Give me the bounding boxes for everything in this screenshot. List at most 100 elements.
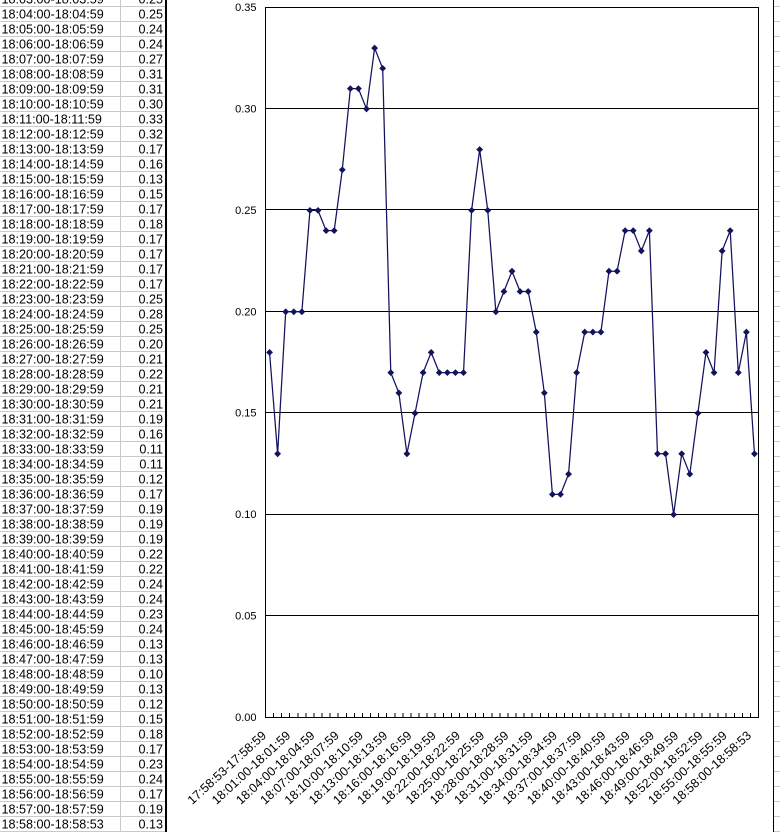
svg-text:18:57:00-18:57:59: 18:57:00-18:57:59 (2, 803, 104, 817)
svg-text:0.18: 0.18 (138, 728, 163, 742)
svg-text:0.20: 0.20 (138, 338, 163, 352)
svg-text:18:56:00-18:56:59: 18:56:00-18:56:59 (2, 788, 104, 802)
svg-text:18:37:00-18:37:59: 18:37:00-18:37:59 (2, 503, 104, 517)
svg-text:18:50:00-18:50:59: 18:50:00-18:50:59 (2, 698, 104, 712)
svg-text:18:19:00-18:19:59: 18:19:00-18:19:59 (2, 233, 104, 247)
svg-text:18:17:00-18:17:59: 18:17:00-18:17:59 (2, 203, 104, 217)
svg-text:18:26:00-18:26:59: 18:26:00-18:26:59 (2, 338, 104, 352)
svg-text:18:06:00-18:06:59: 18:06:00-18:06:59 (2, 38, 104, 52)
svg-text:0.21: 0.21 (138, 383, 163, 397)
svg-text:18:41:00-18:41:59: 18:41:00-18:41:59 (2, 563, 104, 577)
svg-text:18:51:00-18:51:59: 18:51:00-18:51:59 (2, 713, 104, 727)
svg-text:18:43:00-18:43:59: 18:43:00-18:43:59 (2, 593, 104, 607)
svg-text:0.30: 0.30 (138, 98, 163, 112)
svg-text:0.19: 0.19 (138, 518, 163, 532)
svg-text:0.13: 0.13 (138, 173, 163, 187)
svg-text:18:14:00-18:14:59: 18:14:00-18:14:59 (2, 158, 104, 172)
svg-text:0.25: 0.25 (138, 293, 163, 307)
svg-text:18:52:00-18:52:59: 18:52:00-18:52:59 (2, 728, 104, 742)
svg-text:18:18:00-18:18:59: 18:18:00-18:18:59 (2, 218, 104, 232)
svg-text:0.17: 0.17 (138, 263, 163, 277)
svg-text:0.17: 0.17 (138, 488, 163, 502)
svg-text:18:03:00-18:03:59: 18:03:00-18:03:59 (2, 0, 104, 7)
svg-text:18:25:00-18:25:59: 18:25:00-18:25:59 (2, 323, 104, 337)
svg-text:18:16:00-18:16:59: 18:16:00-18:16:59 (2, 188, 104, 202)
svg-text:18:09:00-18:09:59: 18:09:00-18:09:59 (2, 83, 104, 97)
svg-text:18:58:00-18:58:53: 18:58:00-18:58:53 (2, 818, 104, 832)
svg-text:0.00: 0.00 (235, 712, 256, 724)
svg-text:0.19: 0.19 (138, 503, 163, 517)
svg-text:18:15:00-18:15:59: 18:15:00-18:15:59 (2, 173, 104, 187)
svg-text:0.33: 0.33 (138, 113, 163, 127)
svg-text:0.19: 0.19 (138, 533, 163, 547)
svg-text:18:33:00-18:33:59: 18:33:00-18:33:59 (2, 443, 104, 457)
svg-text:0.25: 0.25 (138, 323, 163, 337)
svg-text:18:30:00-18:30:59: 18:30:00-18:30:59 (2, 398, 104, 412)
svg-text:0.17: 0.17 (138, 143, 163, 157)
svg-text:0.24: 0.24 (138, 38, 163, 52)
svg-text:18:54:00-18:54:59: 18:54:00-18:54:59 (2, 758, 104, 772)
svg-text:18:22:00-18:22:59: 18:22:00-18:22:59 (2, 278, 104, 292)
svg-text:18:34:00-18:34:59: 18:34:00-18:34:59 (2, 458, 104, 472)
svg-text:18:27:00-18:27:59: 18:27:00-18:27:59 (2, 353, 104, 367)
svg-text:0.16: 0.16 (138, 158, 163, 172)
svg-text:18:46:00-18:46:59: 18:46:00-18:46:59 (2, 638, 104, 652)
svg-text:0.13: 0.13 (138, 638, 163, 652)
svg-text:18:48:00-18:48:59: 18:48:00-18:48:59 (2, 668, 104, 682)
svg-text:18:42:00-18:42:59: 18:42:00-18:42:59 (2, 578, 104, 592)
svg-text:18:36:00-18:36:59: 18:36:00-18:36:59 (2, 488, 104, 502)
svg-text:0.31: 0.31 (138, 83, 163, 97)
svg-text:18:11:00-18:11:59: 18:11:00-18:11:59 (2, 113, 102, 127)
svg-text:0.30: 0.30 (235, 103, 256, 115)
svg-text:18:28:00-18:28:59: 18:28:00-18:28:59 (2, 368, 104, 382)
svg-text:0.12: 0.12 (138, 473, 163, 487)
svg-text:0.17: 0.17 (138, 203, 163, 217)
svg-text:0.24: 0.24 (138, 578, 163, 592)
svg-text:0.27: 0.27 (138, 53, 163, 67)
svg-text:0.23: 0.23 (138, 758, 163, 772)
svg-text:18:29:00-18:29:59: 18:29:00-18:29:59 (2, 383, 104, 397)
svg-text:18:31:00-18:31:59: 18:31:00-18:31:59 (2, 413, 104, 427)
svg-text:0.25: 0.25 (138, 0, 163, 7)
svg-text:18:53:00-18:53:59: 18:53:00-18:53:59 (2, 743, 104, 757)
svg-text:18:55:00-18:55:59: 18:55:00-18:55:59 (2, 773, 104, 787)
svg-text:18:40:00-18:40:59: 18:40:00-18:40:59 (2, 548, 104, 562)
svg-text:18:38:00-18:38:59: 18:38:00-18:38:59 (2, 518, 104, 532)
svg-text:0.17: 0.17 (138, 233, 163, 247)
svg-text:0.24: 0.24 (138, 623, 163, 637)
svg-text:0.35: 0.35 (235, 2, 256, 14)
svg-text:0.13: 0.13 (138, 818, 163, 832)
svg-text:0.15: 0.15 (235, 408, 256, 420)
svg-text:0.15: 0.15 (138, 713, 163, 727)
svg-text:0.13: 0.13 (138, 653, 163, 667)
svg-text:0.24: 0.24 (138, 593, 163, 607)
svg-text:0.17: 0.17 (138, 743, 163, 757)
svg-text:0.18: 0.18 (138, 218, 163, 232)
svg-text:18:07:00-18:07:59: 18:07:00-18:07:59 (2, 53, 104, 67)
svg-text:18:23:00-18:23:59: 18:23:00-18:23:59 (2, 293, 104, 307)
svg-text:18:10:00-18:10:59: 18:10:00-18:10:59 (2, 98, 104, 112)
svg-text:18:44:00-18:44:59: 18:44:00-18:44:59 (2, 608, 104, 622)
svg-text:0.10: 0.10 (235, 509, 256, 521)
svg-text:18:08:00-18:08:59: 18:08:00-18:08:59 (2, 68, 104, 82)
svg-text:0.22: 0.22 (138, 548, 163, 562)
svg-text:18:12:00-18:12:59: 18:12:00-18:12:59 (2, 128, 104, 142)
svg-text:18:05:00-18:05:59: 18:05:00-18:05:59 (2, 23, 104, 37)
svg-text:0.11: 0.11 (139, 458, 163, 472)
svg-text:0.05: 0.05 (235, 611, 256, 623)
svg-text:0.31: 0.31 (138, 68, 163, 82)
svg-text:18:21:00-18:21:59: 18:21:00-18:21:59 (2, 263, 104, 277)
svg-text:0.32: 0.32 (138, 128, 163, 142)
svg-text:18:32:00-18:32:59: 18:32:00-18:32:59 (2, 428, 104, 442)
svg-text:0.20: 0.20 (235, 306, 256, 318)
svg-text:0.12: 0.12 (138, 698, 163, 712)
svg-text:0.22: 0.22 (138, 563, 163, 577)
svg-text:0.11: 0.11 (139, 443, 163, 457)
svg-text:18:45:00-18:45:59: 18:45:00-18:45:59 (2, 623, 104, 637)
svg-text:0.22: 0.22 (138, 368, 163, 382)
svg-text:18:04:00-18:04:59: 18:04:00-18:04:59 (2, 8, 104, 22)
svg-text:0.10: 0.10 (138, 668, 163, 682)
svg-text:0.23: 0.23 (138, 608, 163, 622)
svg-text:0.17: 0.17 (138, 248, 163, 262)
svg-text:0.25: 0.25 (235, 205, 256, 217)
